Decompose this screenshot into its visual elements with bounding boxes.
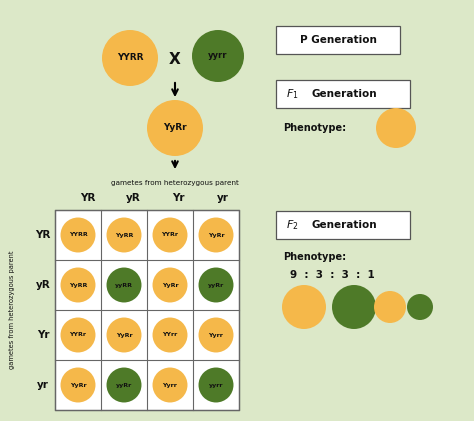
Text: YYRR: YYRR xyxy=(117,53,143,62)
Text: YyRR: YyRR xyxy=(115,232,133,237)
Text: yr: yr xyxy=(37,380,49,390)
Text: yR: yR xyxy=(126,193,140,203)
Circle shape xyxy=(153,368,188,402)
Circle shape xyxy=(107,218,141,253)
Text: Phenotype:: Phenotype: xyxy=(283,252,346,262)
Circle shape xyxy=(199,368,234,402)
Circle shape xyxy=(153,218,188,253)
Circle shape xyxy=(199,267,234,302)
Circle shape xyxy=(153,267,188,302)
Text: yyrr: yyrr xyxy=(208,51,228,61)
Text: yr: yr xyxy=(217,193,229,203)
Circle shape xyxy=(61,368,95,402)
Text: YyRr: YyRr xyxy=(70,383,86,387)
FancyBboxPatch shape xyxy=(276,211,410,239)
Text: Phenotype:: Phenotype: xyxy=(283,123,346,133)
Text: YYrr: YYrr xyxy=(163,333,178,338)
Circle shape xyxy=(192,30,244,82)
FancyBboxPatch shape xyxy=(276,80,410,108)
Text: $F_2$: $F_2$ xyxy=(286,218,299,232)
Circle shape xyxy=(153,317,188,352)
Text: YyRR: YyRR xyxy=(69,282,87,288)
Text: Yyrr: Yyrr xyxy=(163,383,177,387)
Circle shape xyxy=(61,317,95,352)
Text: Yr: Yr xyxy=(172,193,184,203)
Text: YR: YR xyxy=(80,193,96,203)
Circle shape xyxy=(282,285,326,329)
Circle shape xyxy=(107,267,141,302)
Text: yyRr: yyRr xyxy=(116,383,132,387)
Text: yyRr: yyRr xyxy=(208,282,224,288)
Text: YyRr: YyRr xyxy=(162,282,178,288)
Circle shape xyxy=(61,218,95,253)
Circle shape xyxy=(374,291,406,323)
Text: YYRR: YYRR xyxy=(69,232,87,237)
Circle shape xyxy=(199,218,234,253)
Text: YR: YR xyxy=(35,230,51,240)
Text: YyRr: YyRr xyxy=(163,123,187,133)
Text: P Generation: P Generation xyxy=(300,35,376,45)
Circle shape xyxy=(107,368,141,402)
Circle shape xyxy=(61,267,95,302)
FancyBboxPatch shape xyxy=(276,26,400,54)
Circle shape xyxy=(102,30,158,86)
Text: yyRR: yyRR xyxy=(115,282,133,288)
Text: 9  :  3  :  3  :  1: 9 : 3 : 3 : 1 xyxy=(290,270,375,280)
Text: yR: yR xyxy=(36,280,50,290)
Text: $F_1$: $F_1$ xyxy=(286,87,299,101)
Text: gametes from heterozygous parent: gametes from heterozygous parent xyxy=(9,251,15,369)
Text: X: X xyxy=(169,53,181,67)
Text: YyRr: YyRr xyxy=(116,333,132,338)
Text: YYRr: YYRr xyxy=(162,232,179,237)
Circle shape xyxy=(376,108,416,148)
Text: Yyrr: Yyrr xyxy=(209,333,223,338)
Bar xyxy=(55,210,239,410)
Text: yyrr: yyrr xyxy=(209,383,223,387)
Text: Generation: Generation xyxy=(312,89,378,99)
Text: YyRr: YyRr xyxy=(208,232,224,237)
Circle shape xyxy=(199,317,234,352)
Circle shape xyxy=(332,285,376,329)
Circle shape xyxy=(407,294,433,320)
Circle shape xyxy=(107,317,141,352)
Text: Yr: Yr xyxy=(37,330,49,340)
Circle shape xyxy=(147,100,203,156)
Text: Generation: Generation xyxy=(312,220,378,230)
Text: YYRr: YYRr xyxy=(70,333,86,338)
Text: gametes from heterozygous parent: gametes from heterozygous parent xyxy=(111,180,239,186)
